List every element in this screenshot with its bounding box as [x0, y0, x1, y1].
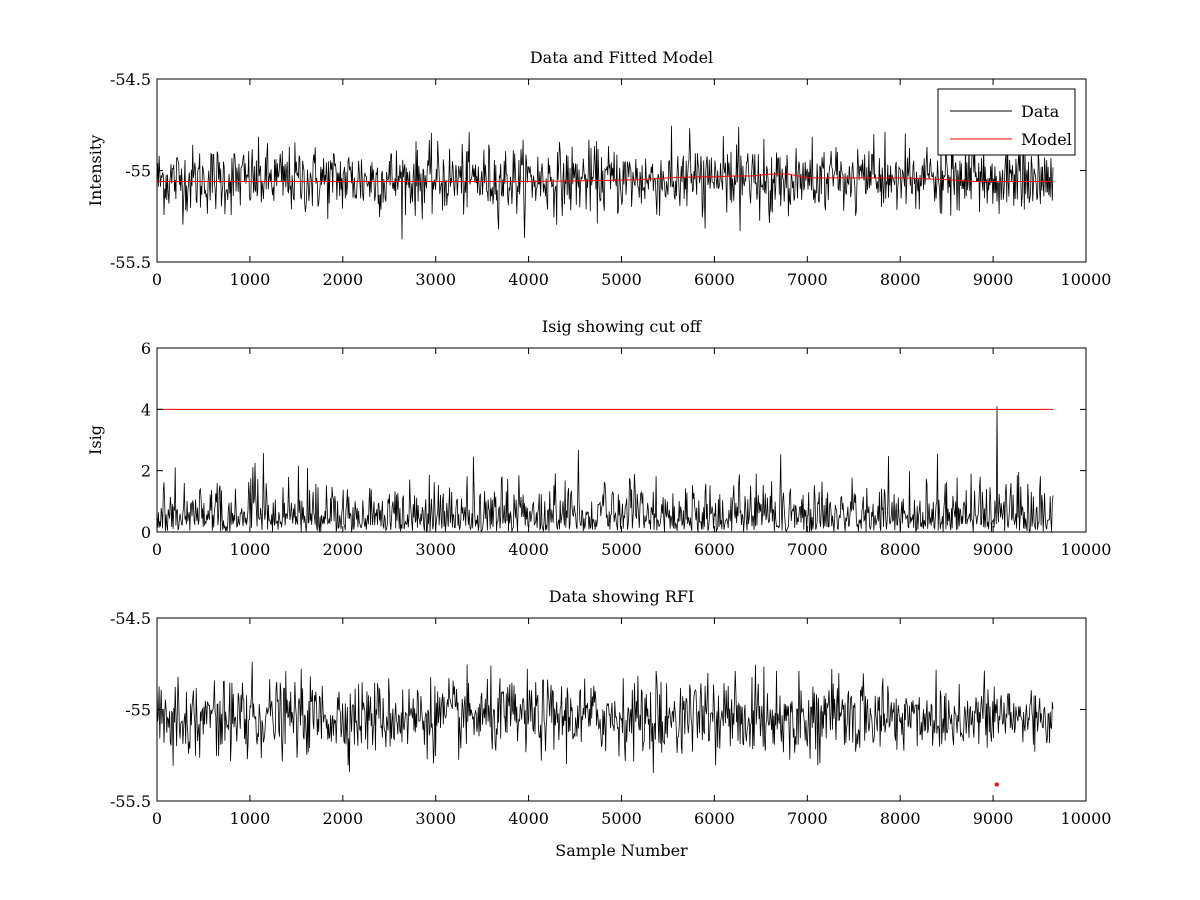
x-tick-label: 2000	[322, 270, 363, 289]
chart-panel-2: 0 1000 2000 3000 4000 5000 6000 7000 8000 9000 100…	[86, 317, 1111, 559]
x-tick-label: 1000	[230, 809, 271, 828]
series-line-isig	[156, 406, 1054, 534]
x-tick-label: 4000	[508, 809, 549, 828]
x-tick-label: 9000	[973, 809, 1014, 828]
y-tick-label: -54.5	[110, 70, 151, 89]
x-tick-label: 5000	[601, 809, 642, 828]
y-axis-label: Isig	[86, 425, 105, 455]
x-tick-label: 2000	[322, 540, 363, 559]
y-tick-label: 6	[141, 339, 151, 358]
series-line-data	[156, 661, 1054, 773]
legend: Data Model	[937, 88, 1076, 156]
x-tick-label: 1000	[230, 270, 271, 289]
x-axis-label: Sample Number	[555, 841, 688, 860]
x-tick-label: 7000	[787, 809, 828, 828]
x-tick-label: 3000	[415, 270, 456, 289]
x-tick-label: 1000	[230, 540, 271, 559]
x-tick-label: 5000	[601, 540, 642, 559]
y-tick-label: 4	[141, 400, 151, 419]
series-line-model	[157, 173, 1054, 182]
x-tick-label: 0	[152, 540, 162, 559]
chart-panel-1: 0 1000 2000 3000 4000 5000 6000 7000 8000 9000 100…	[86, 48, 1111, 289]
chart-title: Data and Fitted Model	[530, 48, 713, 67]
x-tick-label: 8000	[880, 540, 921, 559]
legend-label-data: Data	[1021, 102, 1060, 121]
x-tick-label: 2000	[322, 809, 363, 828]
legend-box	[937, 88, 1076, 156]
x-tick-label: 0	[152, 809, 162, 828]
chart-title: Data showing RFI	[549, 587, 694, 606]
y-tick-label: -55	[125, 162, 151, 181]
y-tick-label: -55.5	[110, 792, 151, 811]
x-tick-label: 9000	[973, 270, 1014, 289]
x-tick-label: 6000	[694, 809, 735, 828]
x-tick-label: 7000	[787, 270, 828, 289]
rfi-point	[994, 782, 999, 787]
x-tick-label: 10000	[1061, 540, 1112, 559]
y-tick-label: 2	[141, 462, 151, 481]
x-tick-label: 8000	[880, 270, 921, 289]
y-tick-label: -55.5	[110, 253, 151, 272]
x-tick-label: 6000	[694, 540, 735, 559]
x-tick-label: 8000	[880, 809, 921, 828]
x-tick-label: 4000	[508, 270, 549, 289]
y-tick-label: -55	[125, 701, 151, 720]
y-axis-label: Intensity	[86, 135, 105, 207]
x-tick-label: 3000	[415, 540, 456, 559]
y-tick-label: -54.5	[110, 609, 151, 628]
x-tick-label: 6000	[694, 270, 735, 289]
x-tick-label: 4000	[508, 540, 549, 559]
chart-panel-3: 0 1000 2000 3000 4000 5000 6000 7000 8000 9000 100…	[110, 587, 1111, 860]
x-tick-label: 0	[152, 270, 162, 289]
chart-title: Isig showing cut off	[542, 317, 703, 336]
legend-label-model: Model	[1021, 130, 1072, 149]
x-tick-label: 10000	[1061, 270, 1112, 289]
x-tick-label: 5000	[601, 270, 642, 289]
series-line-data	[156, 125, 1054, 240]
x-tick-label: 7000	[787, 540, 828, 559]
y-tick-label: 0	[141, 523, 151, 542]
x-tick-label: 3000	[415, 809, 456, 828]
x-tick-label: 9000	[973, 540, 1014, 559]
x-tick-label: 10000	[1061, 809, 1112, 828]
